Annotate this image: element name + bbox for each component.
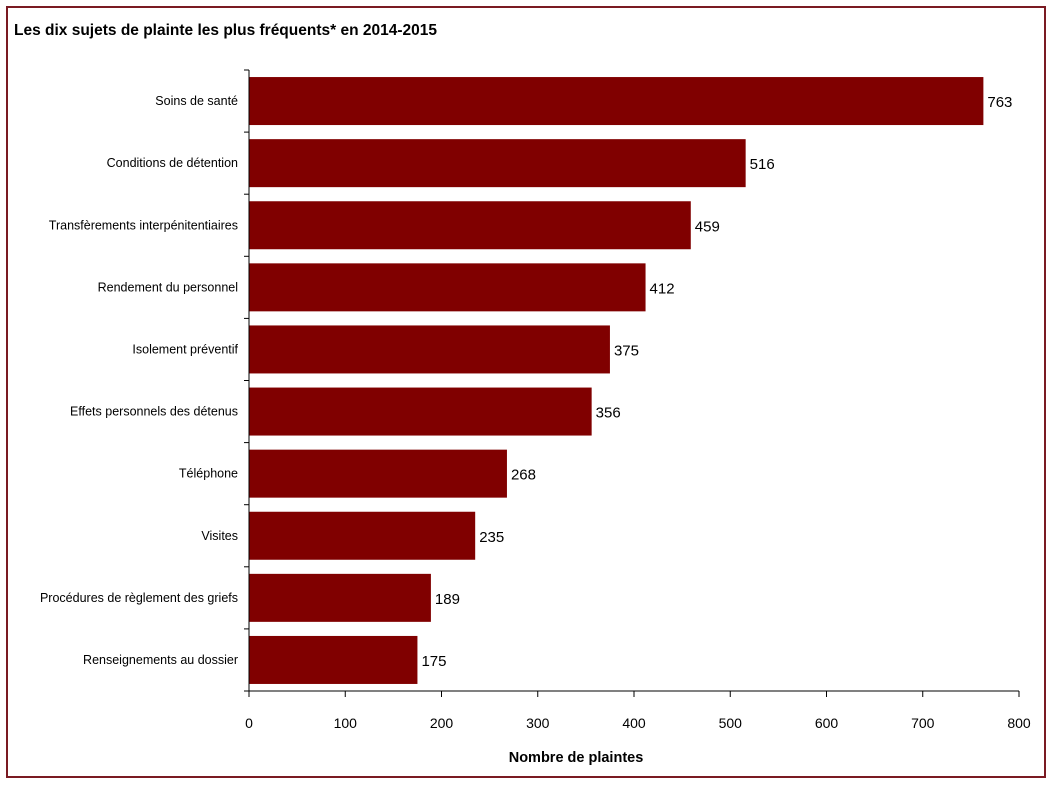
category-label: Rendement du personnel	[98, 280, 238, 294]
category-label: Visites	[201, 529, 238, 543]
bar	[249, 201, 691, 250]
data-label: 189	[435, 591, 460, 608]
x-tick-label: 600	[815, 715, 839, 731]
bar	[249, 325, 610, 374]
data-label: 763	[987, 94, 1012, 111]
category-label: Procédures de règlement des griefs	[40, 591, 238, 605]
data-label: 412	[650, 280, 675, 297]
category-label: Isolement préventif	[132, 342, 238, 356]
x-tick-label: 200	[430, 715, 454, 731]
bar	[249, 77, 984, 126]
x-tick-label: 100	[334, 715, 358, 731]
x-axis-title: Nombre de plaintes	[509, 750, 644, 766]
chart-title: Les dix sujets de plainte les plus fréqu…	[14, 22, 437, 39]
x-tick-label: 800	[1007, 715, 1031, 731]
data-label: 516	[750, 156, 775, 173]
x-tick-label: 400	[622, 715, 646, 731]
data-label: 356	[596, 405, 621, 422]
x-tick-label: 500	[719, 715, 743, 731]
bar	[249, 263, 646, 312]
data-label: 235	[479, 529, 504, 546]
category-label: Renseignements au dossier	[83, 653, 238, 667]
data-label: 375	[614, 342, 639, 359]
category-label: Soins de santé	[155, 94, 238, 108]
data-label: 268	[511, 467, 536, 484]
bar	[249, 635, 418, 684]
data-label: 175	[421, 653, 446, 670]
category-label: Conditions de détention	[107, 156, 238, 170]
bar	[249, 573, 431, 622]
category-label: Transfèrements interpénitentiaires	[49, 218, 238, 232]
bar	[249, 387, 592, 436]
bar	[249, 139, 746, 188]
bar	[249, 511, 476, 560]
bar	[249, 449, 507, 498]
data-label: 459	[695, 218, 720, 235]
category-label: Téléphone	[179, 467, 238, 481]
x-tick-label: 700	[911, 715, 935, 731]
x-tick-label: 0	[245, 715, 253, 731]
category-label: Effets personnels des détenus	[70, 405, 238, 419]
x-tick-label: 300	[526, 715, 550, 731]
